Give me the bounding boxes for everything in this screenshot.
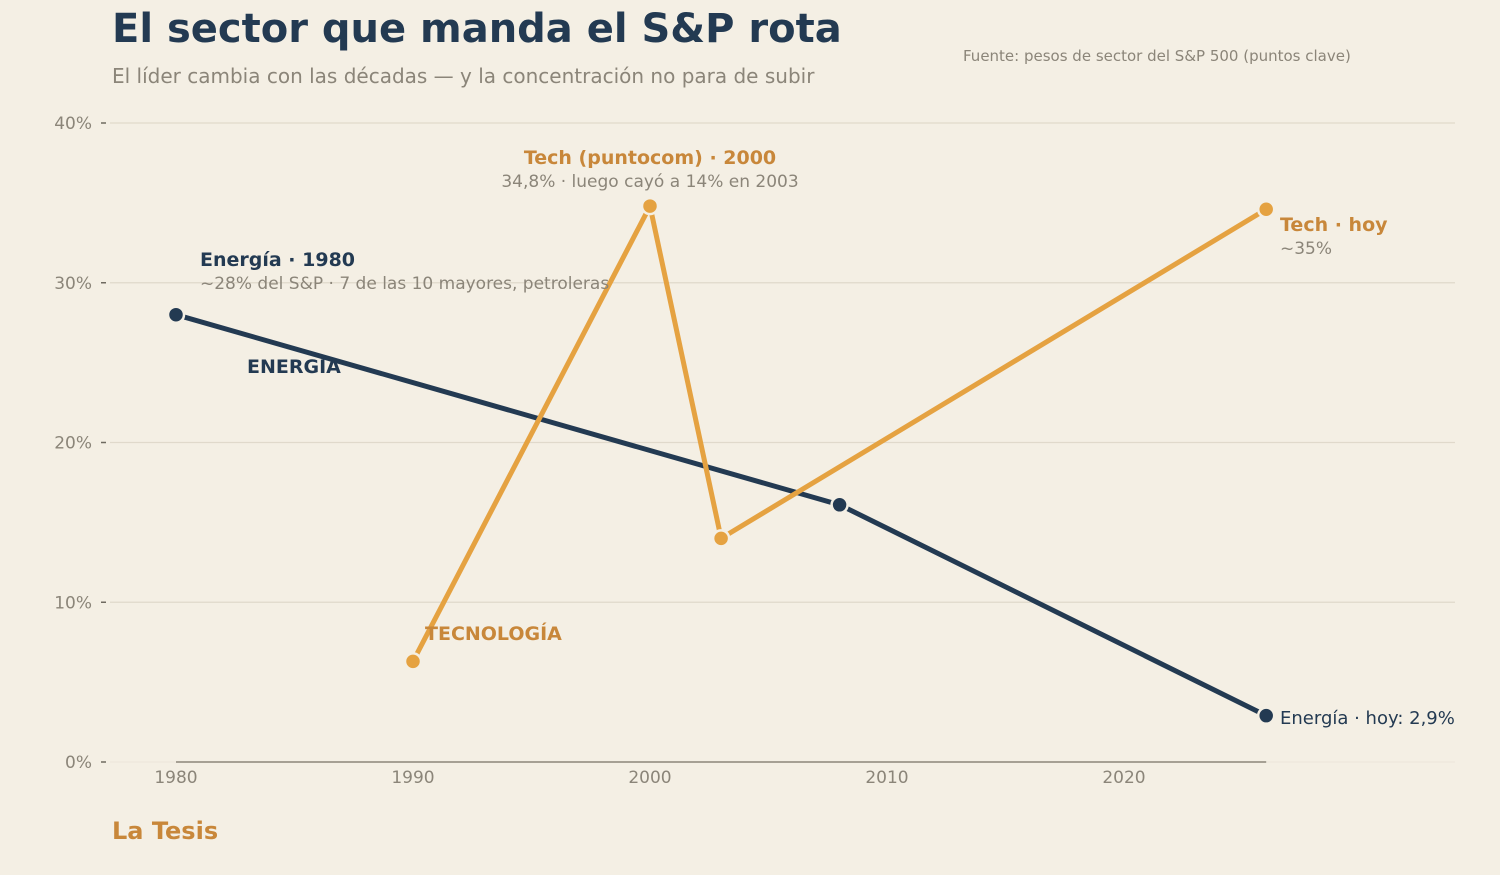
series-lines <box>166 196 1276 725</box>
x-tick-label: 2020 <box>1102 768 1145 788</box>
series-label-energy: ENERGÍA <box>247 355 341 378</box>
data-point-tech <box>640 196 660 216</box>
y-tick-label: 0% <box>65 753 92 773</box>
x-tick-label: 2000 <box>628 768 671 788</box>
annotations: ENERGÍA TECNOLOGÍA Energía · 1980 ~28% d… <box>200 147 1455 729</box>
series-label-tech: TECNOLOGÍA <box>425 622 562 645</box>
data-point-tech <box>1256 200 1276 219</box>
data-point-energy <box>166 305 186 324</box>
x-tick-label: 1990 <box>391 768 434 788</box>
data-point-tech <box>403 652 423 671</box>
annotation-energy-today: Energía · hoy: 2,9% <box>1280 708 1455 729</box>
source-note: Fuente: pesos de sector del S&P 500 (pun… <box>963 47 1351 65</box>
chart-title: El sector que manda el S&P rota <box>112 6 842 52</box>
annotation-tech-2000-sub: 34,8% · luego cayó a 14% en 2003 <box>501 172 798 192</box>
annotation-energy-1980-sub: ~28% del S&P · 7 de las 10 mayores, petr… <box>200 274 609 294</box>
data-point-tech <box>711 529 731 548</box>
data-point-energy <box>830 495 849 515</box>
series-line-tech <box>410 198 1269 664</box>
annotation-energy-1980-title: Energía · 1980 <box>200 249 355 271</box>
brand-logo-text: La Tesis <box>112 817 219 845</box>
x-tick-label: 2010 <box>865 768 908 788</box>
chart-subtitle: El líder cambia con las décadas — y la c… <box>112 64 815 88</box>
axes: 0% 10% 20% 30% 40% 1980 1990 2000 2010 2020 <box>54 114 1267 788</box>
annotation-tech-2000-title: Tech (puntocom) · 2000 <box>524 147 776 169</box>
annotation-tech-today-title: Tech · hoy <box>1280 214 1388 236</box>
y-tick-label: 10% <box>54 593 92 613</box>
data-point-energy <box>1256 706 1276 725</box>
x-tick-label: 1980 <box>154 768 197 788</box>
y-tick-label: 30% <box>54 274 92 294</box>
y-tick-label: 40% <box>54 114 92 134</box>
y-tick-label: 20% <box>54 434 92 454</box>
annotation-tech-today-sub: ~35% <box>1280 239 1332 259</box>
